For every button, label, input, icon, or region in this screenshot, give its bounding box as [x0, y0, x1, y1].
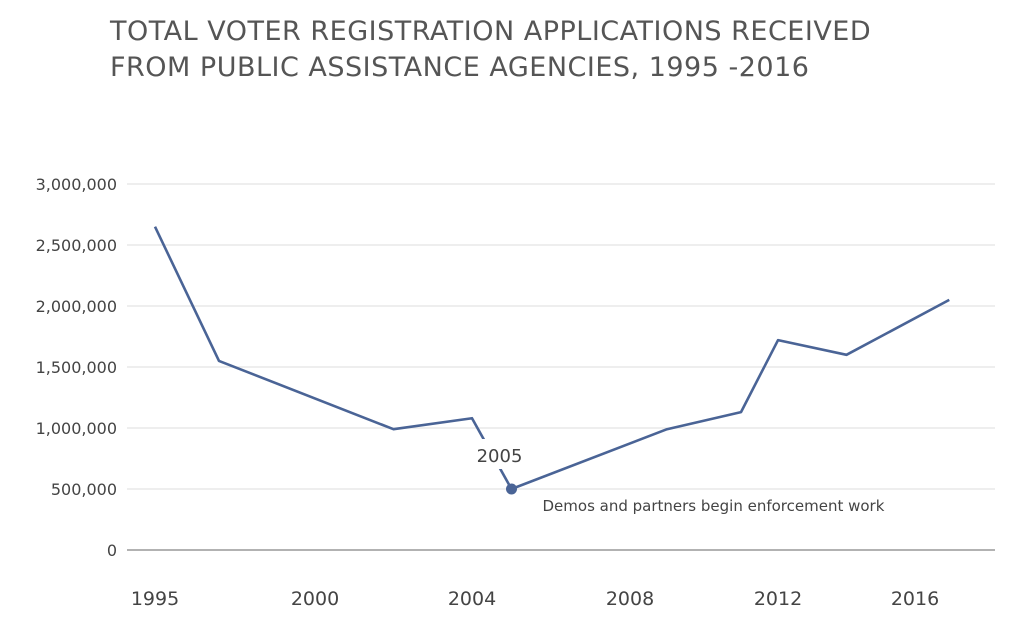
- chart-title: TOTAL VOTER REGISTRATION APPLICATIONS RE…: [110, 14, 871, 86]
- annotation-year-label: 2005: [477, 446, 523, 467]
- x-tick-label: 2012: [754, 588, 802, 610]
- x-tick-label: 1995: [131, 588, 179, 610]
- title-line-1: TOTAL VOTER REGISTRATION APPLICATIONS RE…: [110, 16, 872, 47]
- highlight-marker: [506, 483, 517, 495]
- series-line: [153, 226, 950, 491]
- y-tick-label: 2,000,000: [36, 297, 117, 316]
- annotation: 2005 Demos and partners begin enforcement…: [469, 439, 885, 515]
- annotation-label-background: [469, 439, 530, 469]
- x-axis-labels: 1995 2000 2004 2008 2012 2016: [131, 588, 939, 610]
- y-tick-label: 1,000,000: [36, 419, 117, 438]
- y-tick-label: 2,500,000: [36, 236, 117, 255]
- y-axis-labels: 0 500,000 1,000,000 1,500,000 2,000,000 2,500…: [36, 175, 117, 560]
- y-tick-label: 0: [107, 541, 117, 560]
- x-tick-label: 2016: [891, 588, 939, 610]
- x-tick-label: 2008: [606, 588, 654, 610]
- y-tick-label: 3,000,000: [36, 175, 117, 194]
- title-line-2: FROM PUBLIC ASSISTANCE AGENCIES, 1995 -2…: [110, 52, 810, 83]
- gridlines: [127, 183, 995, 551]
- data-line: [153, 226, 950, 491]
- y-tick-label: 1,500,000: [36, 358, 117, 377]
- x-tick-label: 2000: [291, 588, 339, 610]
- annotation-note: Demos and partners begin enforcement wor…: [543, 497, 885, 515]
- y-tick-label: 500,000: [51, 480, 117, 499]
- x-tick-label: 2004: [448, 588, 496, 610]
